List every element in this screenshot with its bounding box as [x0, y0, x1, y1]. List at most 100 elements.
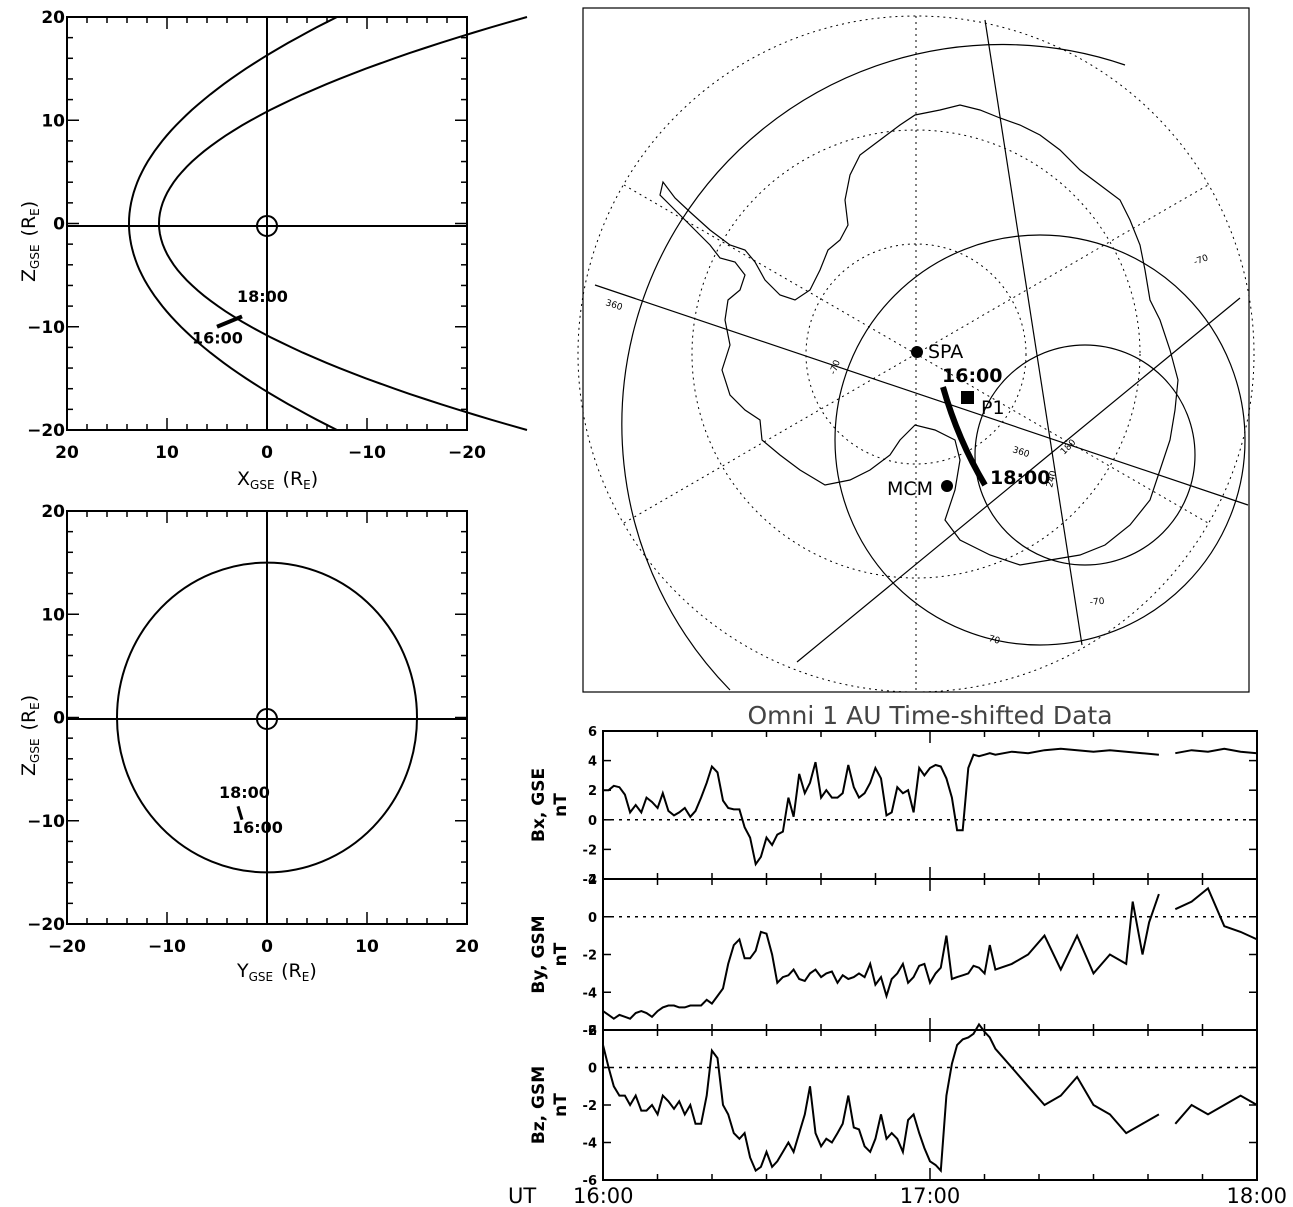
- yz-y-axis-label: ZGSE(RE): [18, 695, 42, 776]
- antarctica-coastline: [659, 104, 1179, 566]
- y-tick-label: 0: [588, 911, 597, 926]
- x-tick-label: 16:00: [573, 1184, 634, 1207]
- y-tick-label: 20: [41, 8, 65, 28]
- y-tick-label: 2: [588, 873, 597, 888]
- boundary-circle-yz: [116, 561, 418, 874]
- y-tick-label: 10: [41, 111, 65, 131]
- earth-marker-xz: [256, 215, 278, 237]
- x-tick-label: −20: [448, 443, 486, 463]
- yz-x-axis-label: YGSE (RE): [236, 960, 317, 984]
- series-name-label: By, GSM: [529, 915, 549, 993]
- grid-circle-small: [974, 344, 1196, 566]
- series-name-label: Bz, GSM: [529, 1066, 549, 1144]
- series-unit-label: nT: [551, 1093, 571, 1117]
- orbit-label-18-yz: 18:00: [219, 783, 270, 802]
- xz-ticks: [66, 16, 468, 431]
- series-frame: [602, 878, 1258, 1031]
- x-tick-label: 18:00: [1226, 1184, 1287, 1207]
- yz-y-tick-labels: 20 10 0 −10 −20: [27, 502, 65, 935]
- grid-line-360: [594, 284, 1249, 506]
- y-tick-label: −20: [27, 421, 65, 441]
- orbit-label-16-xz: 16:00: [192, 328, 243, 347]
- y-tick-label: -2: [583, 949, 597, 964]
- series-unit-label: nT: [551, 793, 571, 817]
- y-tick-label: −10: [27, 812, 65, 832]
- y-tick-label: -4: [583, 1137, 597, 1152]
- station-label-mcm: MCM: [887, 478, 933, 500]
- y-tick-label: 2: [588, 1024, 597, 1039]
- map-grid-labels: 360 -70 -70 -70 -70 360 180 240: [604, 253, 1210, 646]
- x-tick-label: 10: [155, 443, 179, 463]
- grid-label-70-small: -70: [1089, 597, 1105, 608]
- orbit-label-18-xz: 18:00: [237, 287, 288, 306]
- map-projection-lines: [594, 19, 1249, 691]
- series-line: [603, 747, 1258, 867]
- y-tick-label: -6: [583, 1174, 597, 1189]
- omni-time-series-panel: Omni 1 AU Time-shifted Data -4 -2 0 2 4 6 -6 -4…: [508, 701, 1287, 1207]
- y-tick-label: 0: [588, 814, 597, 829]
- y-tick-label: −10: [27, 318, 65, 338]
- xz-y-tick-labels: 20 10 0 −10 −20: [27, 8, 65, 441]
- y-tick-label: −20: [27, 915, 65, 935]
- yz-orbit-panel: 18:00 16:00 −20 −10 0 10 20 20 10 0 −10 −20 YGSE…: [18, 502, 479, 984]
- x-tick-label: −10: [148, 937, 186, 957]
- station-marker-spa: [911, 346, 923, 358]
- grid-label-360-left: 360: [604, 298, 624, 313]
- y-tick-label: 4: [588, 755, 597, 770]
- grid-label-70-inner: -70: [828, 359, 843, 376]
- track-label-end: 18:00: [990, 467, 1050, 489]
- grid-arc-large: [621, 43, 1126, 691]
- grid-line-near-vertical: [984, 19, 1083, 646]
- y-tick-label: -6: [583, 1024, 597, 1039]
- y-tick-label: 0: [53, 215, 65, 235]
- y-tick-label: 0: [588, 1062, 597, 1077]
- x-tick-label: −20: [48, 937, 86, 957]
- station-label-spa: SPA: [928, 341, 963, 363]
- x-tick-label: 17:00: [900, 1184, 961, 1207]
- time-series-title: Omni 1 AU Time-shifted Data: [747, 701, 1112, 730]
- time-series-lines: [602, 747, 1258, 1173]
- time-series-x-tick-labels: 16:00 17:00 18:00: [573, 1184, 1287, 1207]
- series-line: [602, 1022, 1258, 1173]
- x-tick-label: 10: [355, 937, 379, 957]
- series-frame: [602, 1029, 1258, 1181]
- x-tick-label: 0: [261, 443, 273, 463]
- x-tick-label: −10: [348, 443, 386, 463]
- antarctic-map-panel: 360 -70 -70 -70 -70 360 180 240 SPA MCM …: [577, 7, 1255, 693]
- xz-y-axis-label: ZGSE(RE): [18, 201, 42, 282]
- latitude-circle-outer: [577, 15, 1255, 693]
- station-marker-p1: [961, 391, 974, 404]
- series-unit-label: nT: [551, 942, 571, 966]
- y-tick-label: -4: [583, 986, 597, 1001]
- orbit-label-16-yz: 16:00: [232, 818, 283, 837]
- grid-label-70-upper: -70: [1193, 253, 1210, 268]
- y-tick-label: 2: [588, 784, 597, 799]
- series-line: [602, 886, 1258, 1020]
- x-tick-label: 0: [261, 937, 273, 957]
- ut-label: UT: [508, 1184, 536, 1207]
- map-frame: [582, 7, 1250, 693]
- y-tick-label: 6: [588, 725, 597, 740]
- station-label-p1: P1: [981, 397, 1005, 419]
- grid-label-180: 180: [1059, 438, 1078, 457]
- series-frame: [602, 730, 1258, 880]
- grid-circle-70: [834, 234, 1246, 646]
- station-track: [940, 386, 988, 487]
- station-marker-mcm: [941, 480, 953, 492]
- satellite-orbit-xz: [216, 314, 243, 329]
- grid-line-diagonal: [796, 297, 1241, 663]
- yz-x-tick-labels: −20 −10 0 10 20: [48, 937, 479, 957]
- xz-x-axis-label: XGSE (RE): [237, 468, 318, 492]
- x-tick-label: 20: [455, 937, 479, 957]
- x-tick-label: 20: [55, 443, 79, 463]
- y-tick-label: -2: [583, 1099, 597, 1114]
- bow-shock-curve-xz: [127, 16, 338, 431]
- y-tick-label: -2: [583, 843, 597, 858]
- satellite-orbit-yz: [236, 805, 244, 821]
- track-label-start: 16:00: [942, 365, 1002, 387]
- grid-label-360-right: 360: [1011, 445, 1031, 460]
- xz-x-tick-labels: 20 10 0 −10 −20: [55, 443, 486, 463]
- y-tick-label: 0: [53, 709, 65, 729]
